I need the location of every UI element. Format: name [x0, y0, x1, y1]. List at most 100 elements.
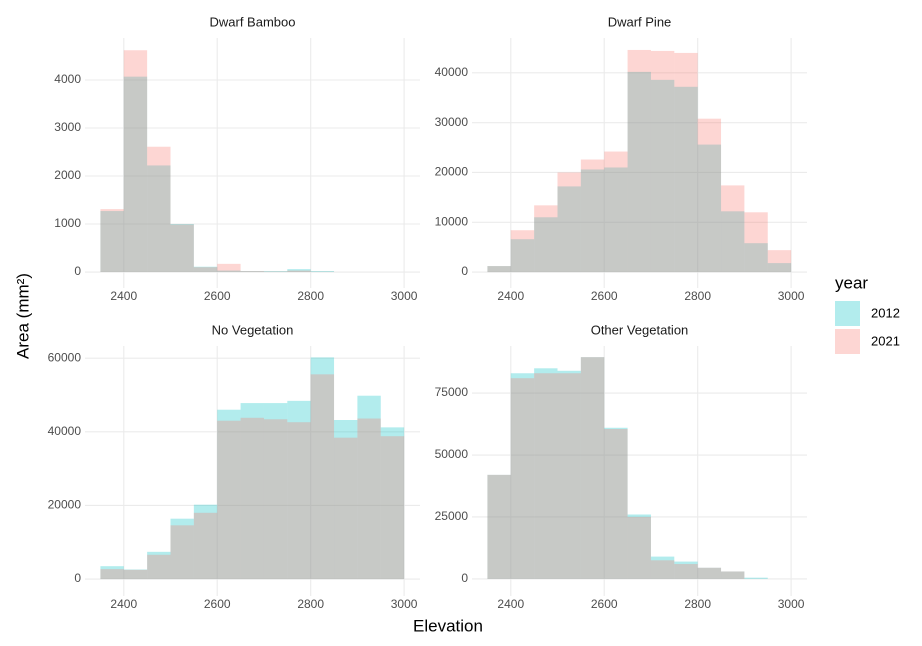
histogram-bar [240, 271, 264, 273]
histogram-bar [147, 551, 171, 580]
histogram-bar [310, 374, 335, 580]
histogram-bar [580, 357, 605, 579]
x-tick-label: 2400 [110, 289, 137, 303]
histogram-bar [193, 267, 218, 273]
y-tick-label: 4000 [54, 72, 81, 86]
legend-label: 2021 [871, 333, 900, 348]
histogram-bar [604, 151, 628, 273]
x-tick-label: 2400 [110, 597, 137, 611]
histogram-bar [557, 373, 581, 579]
histogram-bar [510, 378, 535, 579]
histogram-bar [147, 165, 171, 273]
histogram-bar [147, 554, 171, 580]
histogram-bar [487, 474, 511, 579]
histogram-bar [534, 368, 558, 579]
y-tick-label: 20000 [435, 165, 469, 179]
x-tick-label: 3000 [778, 597, 805, 611]
histogram-bar [650, 79, 675, 273]
histogram-bar [510, 239, 535, 273]
histogram-bar [674, 564, 698, 579]
x-tick-label: 2800 [684, 289, 711, 303]
histogram-bar [100, 209, 124, 273]
histogram-bar [767, 250, 792, 273]
panel-title: Other Vegetation [591, 322, 689, 337]
histogram-bar [217, 409, 241, 580]
histogram-bar [100, 569, 124, 580]
y-tick-label: 30000 [435, 115, 469, 129]
y-tick-label: 20000 [48, 498, 82, 512]
histogram-bar [721, 211, 745, 273]
histogram-bar [193, 266, 218, 273]
histogram-bar [287, 422, 311, 580]
legend-key [835, 301, 860, 326]
histogram-bar [123, 50, 148, 273]
histogram-bar [310, 357, 335, 580]
x-tick-label: 2600 [591, 289, 618, 303]
y-tick-label: 0 [74, 264, 81, 278]
histogram-bar [357, 395, 381, 580]
y-tick-label: 40000 [435, 65, 469, 79]
histogram-bar [557, 370, 581, 579]
histogram-bar [697, 567, 722, 579]
histogram-bar [487, 266, 511, 273]
histogram-bar [263, 271, 288, 273]
histogram-bar [721, 571, 745, 579]
y-tick-label: 0 [461, 264, 468, 278]
histogram-bar [123, 569, 148, 580]
x-tick-label: 2800 [684, 597, 711, 611]
histogram-bar [193, 504, 218, 580]
histogram-bar [650, 50, 675, 273]
panel-title: No Vegetation [212, 322, 294, 337]
histogram-bar [650, 560, 675, 579]
histogram-bar [767, 263, 792, 273]
y-axis-title: Area (mm²) [13, 273, 32, 359]
histogram-bar [123, 76, 148, 273]
x-tick-label: 2600 [204, 597, 231, 611]
y-tick-label: 0 [74, 571, 81, 585]
histogram-bar [263, 403, 288, 580]
histogram-bar [697, 118, 722, 273]
histogram-bar [674, 86, 698, 273]
histogram-bar [604, 427, 628, 579]
y-tick-label: 60000 [48, 350, 82, 364]
y-tick-label: 3000 [54, 120, 81, 134]
x-tick-label: 3000 [391, 597, 418, 611]
histogram-bar [170, 224, 194, 273]
histogram-bar [721, 571, 745, 579]
x-axis-title: Elevation [413, 616, 483, 635]
histogram-bar [580, 357, 605, 579]
histogram-bar [193, 512, 218, 580]
histogram-bar [580, 169, 605, 273]
histogram-bar [170, 525, 194, 580]
x-tick-label: 2800 [297, 597, 324, 611]
histogram-bar [100, 566, 124, 580]
histogram-bar [674, 52, 698, 273]
histogram-bar [380, 427, 405, 580]
x-tick-label: 2800 [297, 289, 324, 303]
y-tick-label: 2000 [54, 168, 81, 182]
y-tick-label: 25000 [435, 509, 469, 523]
y-tick-label: 1000 [54, 216, 81, 230]
x-tick-label: 2600 [204, 289, 231, 303]
histogram-bar [627, 49, 651, 273]
histogram-bar [263, 419, 288, 580]
histogram-bar [534, 373, 558, 579]
legend-label: 2012 [871, 305, 900, 320]
histogram-bar [287, 400, 311, 580]
x-tick-label: 3000 [778, 289, 805, 303]
histogram-bar [721, 185, 745, 273]
histogram-bar [123, 569, 148, 580]
histogram-bar [744, 212, 768, 273]
histogram-bar [170, 518, 194, 580]
x-tick-label: 3000 [391, 289, 418, 303]
histogram-bar [510, 373, 535, 579]
histogram-bar [604, 167, 628, 273]
y-tick-label: 0 [461, 571, 468, 585]
histogram-bar [100, 211, 124, 273]
histogram-bar [217, 420, 241, 580]
histogram-bar [674, 561, 698, 579]
histogram-bar [604, 429, 628, 579]
x-tick-label: 2400 [497, 597, 524, 611]
histogram-bar [697, 567, 722, 579]
